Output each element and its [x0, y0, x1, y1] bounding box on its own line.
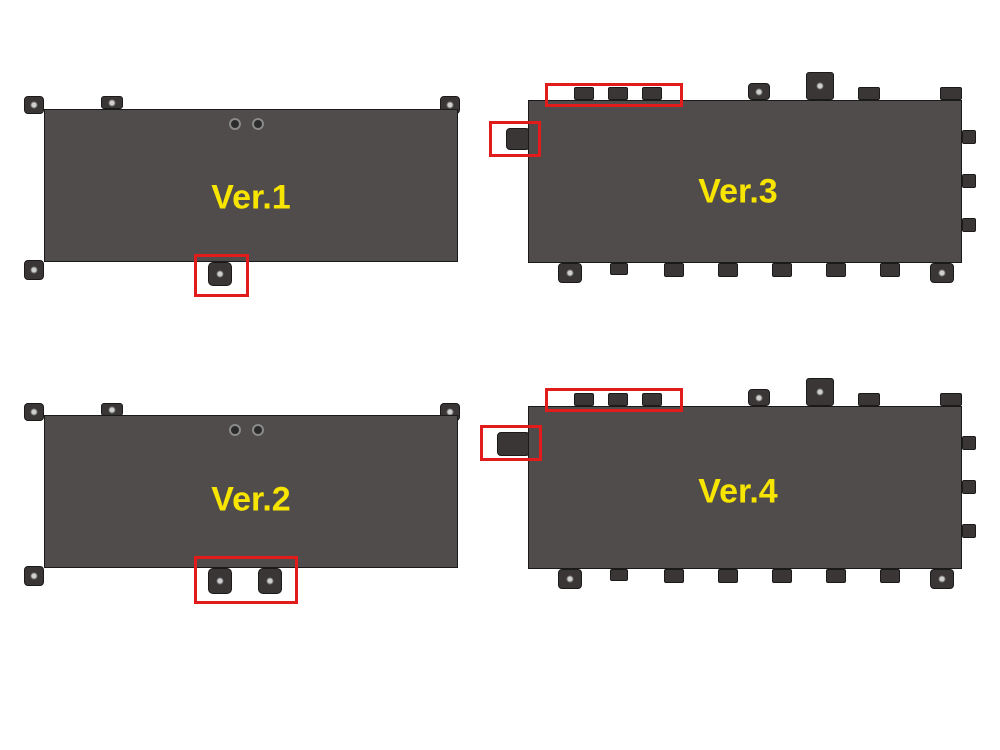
mounting-tab [101, 96, 123, 109]
mounting-tab [748, 83, 770, 100]
panel-v3 [528, 100, 962, 263]
screw-icon [252, 118, 264, 130]
mounting-tab [962, 130, 976, 144]
mounting-tab [858, 87, 880, 100]
mounting-tab [772, 263, 792, 277]
highlight-box [480, 425, 542, 461]
mounting-tab [610, 569, 628, 581]
mounting-tab [718, 569, 738, 583]
mounting-tab [24, 96, 44, 114]
mounting-tab [664, 569, 684, 583]
mounting-tab [558, 569, 582, 589]
mounting-tab [772, 569, 792, 583]
comparison-canvas: Ver.1Ver.2Ver.3Ver.4 [0, 0, 1000, 750]
panel-v4 [528, 406, 962, 569]
mounting-tab [558, 263, 582, 283]
mounting-tab [806, 378, 834, 406]
mounting-tab [24, 403, 44, 421]
mounting-tab [826, 569, 846, 583]
mounting-tab [962, 480, 976, 494]
screw-icon [229, 424, 241, 436]
mounting-tab [24, 260, 44, 280]
mounting-tab [940, 393, 962, 406]
mounting-tab [664, 263, 684, 277]
panel-v2 [44, 415, 458, 568]
mounting-tab [826, 263, 846, 277]
highlight-box [545, 83, 683, 107]
highlight-box [489, 121, 541, 157]
mounting-tab [610, 263, 628, 275]
mounting-tab [962, 436, 976, 450]
mounting-tab [930, 263, 954, 283]
mounting-tab [748, 389, 770, 406]
screw-icon [229, 118, 241, 130]
screw-icon [252, 424, 264, 436]
mounting-tab [24, 566, 44, 586]
mounting-tab [962, 218, 976, 232]
mounting-tab [930, 569, 954, 589]
mounting-tab [940, 87, 962, 100]
highlight-box [194, 254, 249, 297]
mounting-tab [858, 393, 880, 406]
mounting-tab [880, 263, 900, 277]
highlight-box [194, 556, 298, 604]
mounting-tab [962, 174, 976, 188]
highlight-box [545, 388, 683, 412]
mounting-tab [962, 524, 976, 538]
mounting-tab [718, 263, 738, 277]
panel-v1 [44, 109, 458, 262]
mounting-tab [806, 72, 834, 100]
mounting-tab [880, 569, 900, 583]
